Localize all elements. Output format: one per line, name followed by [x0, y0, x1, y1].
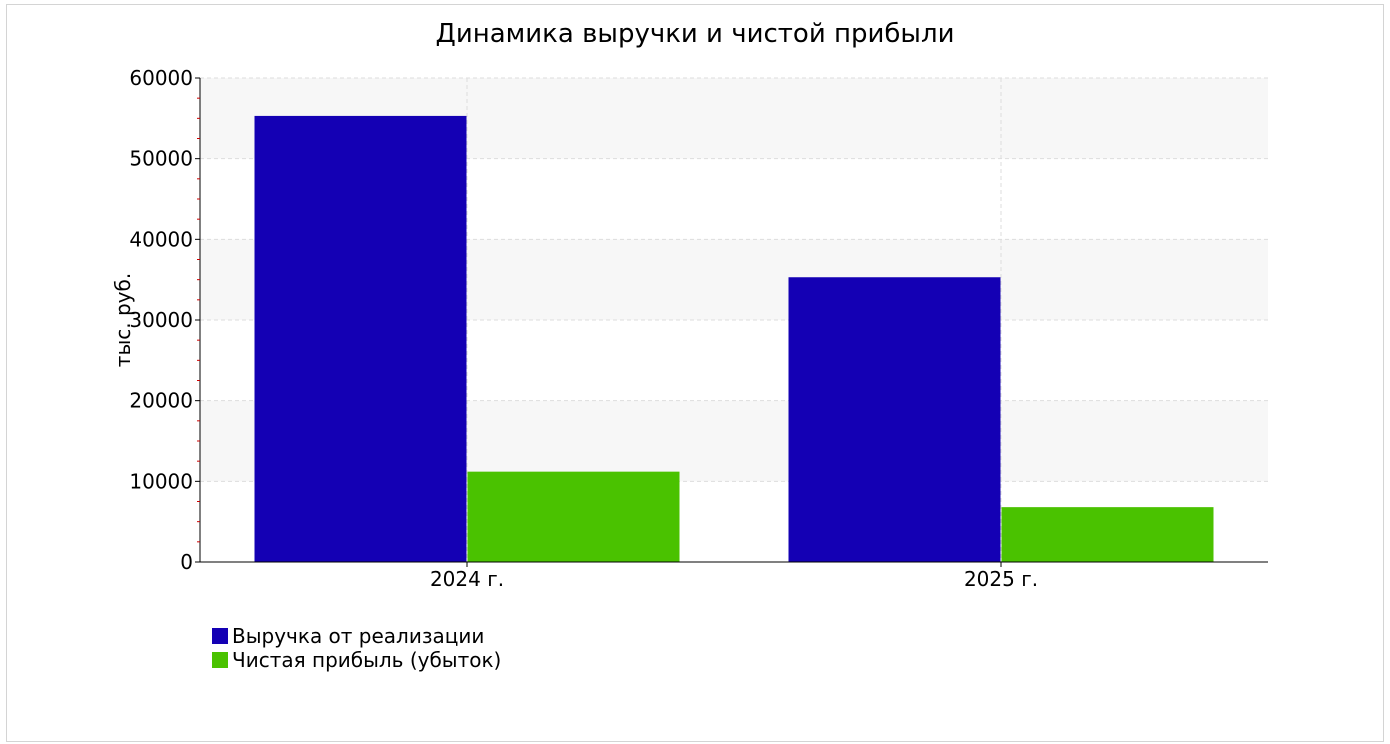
bar [467, 471, 680, 562]
x-tick-label: 2024 г. [430, 567, 504, 591]
legend-swatch [212, 628, 228, 644]
y-tick-labels: 0 10000 20000 30000 40000 50000 60000 [129, 66, 193, 574]
y-tick-label: 40000 [129, 227, 193, 251]
axes [195, 77, 1268, 567]
y-tick-label: 20000 [129, 389, 193, 413]
y-tick-label: 10000 [129, 469, 193, 493]
y-tick-label: 50000 [129, 147, 193, 171]
y-tick-label: 60000 [129, 66, 193, 90]
bar [788, 277, 1001, 562]
legend-label: Выручка от реализации [232, 624, 484, 648]
legend-label: Чистая прибыль (убыток) [232, 648, 501, 672]
bars [254, 115, 1214, 562]
bar [254, 115, 467, 562]
x-tick-labels: 2024 г. 2025 г. [430, 567, 1038, 591]
y-tick-label: 30000 [129, 308, 193, 332]
legend-swatch [212, 652, 228, 668]
bar [1001, 507, 1214, 562]
y-tick-label: 0 [180, 550, 193, 574]
y-axis-label: тыс. руб. [111, 273, 135, 367]
chart-title: Динамика выручки и чистой прибыли [436, 19, 955, 49]
x-tick-label: 2025 г. [964, 567, 1038, 591]
